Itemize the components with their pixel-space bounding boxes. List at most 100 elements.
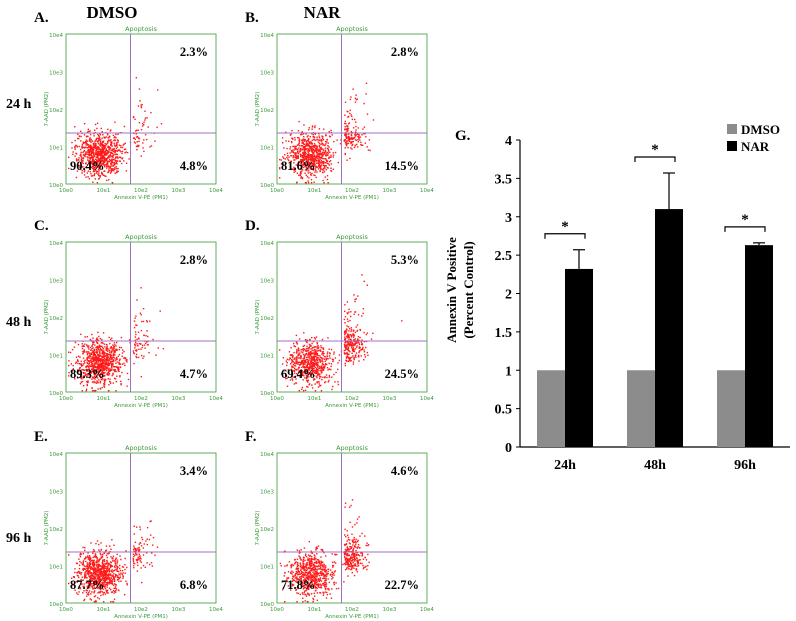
event-dot: [105, 366, 107, 368]
event-dot: [70, 363, 73, 365]
event-dot: [96, 162, 98, 165]
event-dot: [308, 163, 310, 166]
event-dot: [114, 351, 116, 354]
event-dot: [115, 588, 118, 590]
event-dot: [330, 170, 333, 172]
event-dot: [324, 356, 326, 358]
event-dot: [132, 137, 135, 139]
event-dot: [80, 333, 82, 336]
event-dot: [301, 370, 303, 373]
event-dot: [344, 338, 347, 340]
row-label-96h: 96 h: [6, 531, 32, 546]
event-dot: [83, 598, 86, 601]
event-dot: [88, 566, 91, 568]
event-dot: [288, 359, 290, 361]
event-dot: [346, 335, 348, 338]
event-dot: [100, 150, 102, 152]
event-dot: [294, 167, 296, 169]
event-dot: [120, 146, 122, 149]
event-dot: [137, 129, 140, 131]
event-dot: [320, 357, 322, 359]
event-dot: [309, 373, 311, 376]
event-dot: [102, 155, 104, 158]
event-dot: [101, 164, 103, 166]
event-dot: [353, 137, 355, 139]
event-dot: [92, 152, 94, 155]
event-dot: [355, 139, 358, 141]
event-dot: [345, 137, 348, 139]
event-dot: [338, 359, 341, 362]
event-dot: [109, 167, 112, 169]
event-dot: [80, 573, 82, 576]
event-dot: [316, 368, 318, 371]
event-dot: [113, 145, 116, 147]
event-dot: [99, 565, 101, 567]
event-dot: [116, 170, 118, 172]
event-dot: [348, 357, 350, 359]
event-dot: [315, 367, 318, 370]
event-dot: [344, 330, 347, 332]
event-dot: [86, 595, 88, 597]
event-dot: [102, 342, 104, 344]
event-dot: [93, 352, 95, 354]
event-dot: [105, 572, 107, 574]
event-dot: [115, 574, 118, 576]
event-dot: [101, 369, 103, 371]
event-dot: [80, 375, 83, 377]
event-dot: [104, 581, 106, 583]
event-dot: [84, 557, 87, 560]
event-dot: [294, 345, 297, 348]
event-dot: [303, 152, 306, 154]
event-dot: [351, 143, 354, 146]
event-dot: [343, 139, 346, 141]
event-dot: [93, 583, 96, 585]
event-dot: [114, 166, 116, 169]
event-dot: [80, 364, 83, 366]
event-dot: [114, 150, 116, 152]
event-dot: [116, 163, 118, 165]
event-dot: [316, 155, 318, 157]
event-dot: [309, 352, 311, 354]
event-dot: [142, 307, 145, 310]
event-dot: [311, 142, 313, 144]
event-dot: [92, 165, 95, 167]
event-dot: [103, 386, 106, 388]
event-dot: [291, 138, 294, 140]
x-tick-label: 10e3: [383, 607, 397, 613]
event-dot: [292, 168, 295, 170]
event-dot: [83, 154, 85, 157]
event-dot: [92, 347, 94, 349]
event-dot: [322, 577, 324, 580]
event-dot: [100, 362, 102, 364]
event-dot: [88, 586, 91, 589]
event-dot: [114, 350, 116, 353]
event-dot: [310, 372, 313, 374]
event-dot: [319, 158, 321, 160]
event-dot: [106, 566, 108, 568]
event-dot: [317, 141, 320, 143]
event-dot: [320, 366, 322, 368]
event-dot: [113, 592, 115, 594]
event-dot: [115, 348, 117, 350]
event-dot: [95, 341, 98, 343]
event-dot: [344, 345, 346, 347]
event-dot: [135, 133, 137, 135]
event-dot: [301, 359, 303, 362]
event-dot: [99, 585, 102, 588]
event-dot: [347, 566, 349, 568]
event-dot: [93, 133, 95, 135]
panel-title: Apoptosis: [336, 25, 368, 33]
event-dot: [301, 170, 303, 172]
event-dot: [133, 566, 135, 569]
event-dot: [312, 357, 315, 360]
event-dot: [104, 593, 107, 595]
event-dot: [318, 166, 320, 168]
event-dot: [302, 390, 305, 392]
event-dot: [79, 580, 82, 582]
event-dot: [321, 161, 324, 164]
event-dot: [319, 162, 322, 164]
event-dot: [112, 578, 114, 581]
event-dot: [291, 378, 293, 380]
event-dot: [96, 137, 98, 140]
